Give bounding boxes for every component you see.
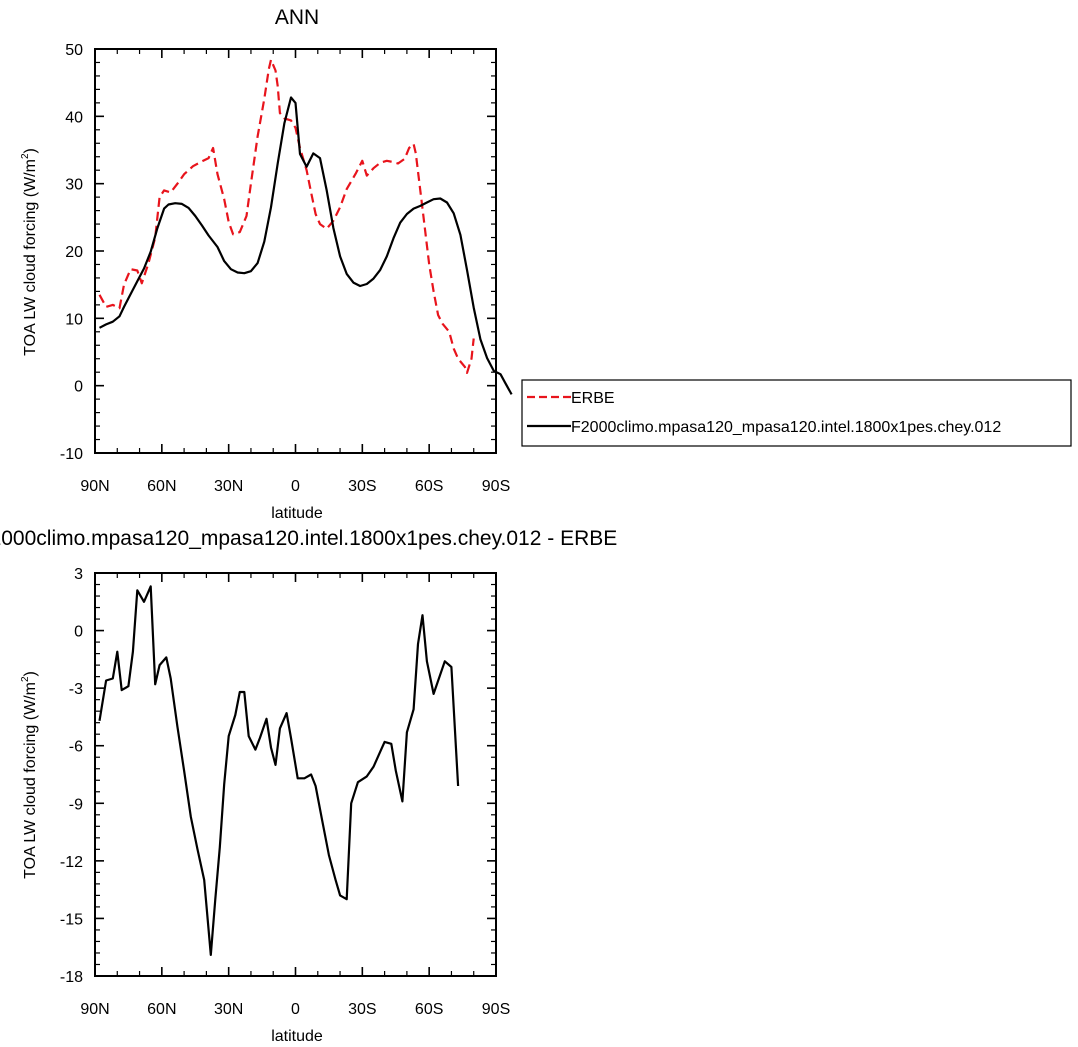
y-tick-label: -3 <box>69 681 83 698</box>
x-tick-label: 90S <box>482 478 510 495</box>
y-tick-label: -12 <box>60 854 83 871</box>
x-tick-label: 30S <box>348 1001 376 1018</box>
series-line-top-1 <box>98 96 513 395</box>
y-tick-label: 0 <box>74 624 83 641</box>
legend-label-erbe: ERBE <box>571 390 615 407</box>
x-tick-label: 90N <box>80 1001 109 1018</box>
x-tick-label: 30N <box>214 478 243 495</box>
chart-title-bottom: F2000climo.mpasa120_mpasa120.intel.1800x… <box>0 527 617 550</box>
x-tick-label: 60S <box>415 1001 443 1018</box>
panel-top: ANN 90N 60N 30N 0 30S 60S 90S -10 0 10 20 30 40 50 la… <box>20 6 513 522</box>
y-axis-label-top: TOA LW cloud forcing (W/m2) <box>20 148 39 356</box>
y-tick-label: 20 <box>65 244 83 261</box>
y-tick-label: 30 <box>65 177 83 194</box>
legend-label-model: F2000climo.mpasa120_mpasa120.intel.1800x… <box>571 419 1001 436</box>
legend: ERBE F2000climo.mpasa120_mpasa120.intel.… <box>521 379 1072 447</box>
y-tick-label: 50 <box>65 42 83 59</box>
y-tick-label: -18 <box>60 969 83 986</box>
series-lines-top <box>98 58 513 395</box>
x-tick-label: 30S <box>348 478 376 495</box>
axis-ticks-top: 90N 60N 30N 0 30S 60S 90S -10 0 10 20 30 40 50 <box>60 42 510 495</box>
x-tick-label: 60N <box>147 1001 176 1018</box>
x-tick-label: 60S <box>415 478 443 495</box>
x-tick-label: 30N <box>214 1001 243 1018</box>
series-line-top-0 <box>98 58 475 374</box>
y-axis-label-bottom: TOA LW cloud forcing (W/m2) <box>20 671 39 879</box>
plot-frame-bottom <box>94 572 497 977</box>
x-tick-label: 90S <box>482 1001 510 1018</box>
panel-bottom: F2000climo.mpasa120_mpasa120.intel.1800x… <box>0 527 617 1045</box>
x-axis-label-bottom: latitude <box>271 1028 323 1045</box>
x-tick-label: 60N <box>147 478 176 495</box>
y-tick-label: 3 <box>74 566 83 583</box>
x-tick-label: 90N <box>80 478 109 495</box>
series-line-bottom-0 <box>98 585 460 957</box>
y-tick-label: -10 <box>60 446 83 463</box>
x-tick-label: 0 <box>291 1001 300 1018</box>
y-tick-label: -9 <box>69 796 83 813</box>
y-tick-label: -6 <box>69 739 83 756</box>
y-tick-label: 40 <box>65 109 83 126</box>
legend-box <box>521 379 1072 447</box>
x-axis-label-top: latitude <box>271 505 323 522</box>
y-tick-label: 10 <box>65 311 83 328</box>
x-tick-label: 0 <box>291 478 300 495</box>
y-tick-label: 0 <box>74 379 83 396</box>
y-tick-label: -15 <box>60 911 83 928</box>
series-lines-bottom <box>98 585 460 957</box>
axis-ticks-bottom: 90N 60N 30N 0 30S 60S 90S 3 0 -3 -6 -9 -12 -15 -18 <box>60 566 510 1018</box>
chart-title-top: ANN <box>275 6 319 29</box>
